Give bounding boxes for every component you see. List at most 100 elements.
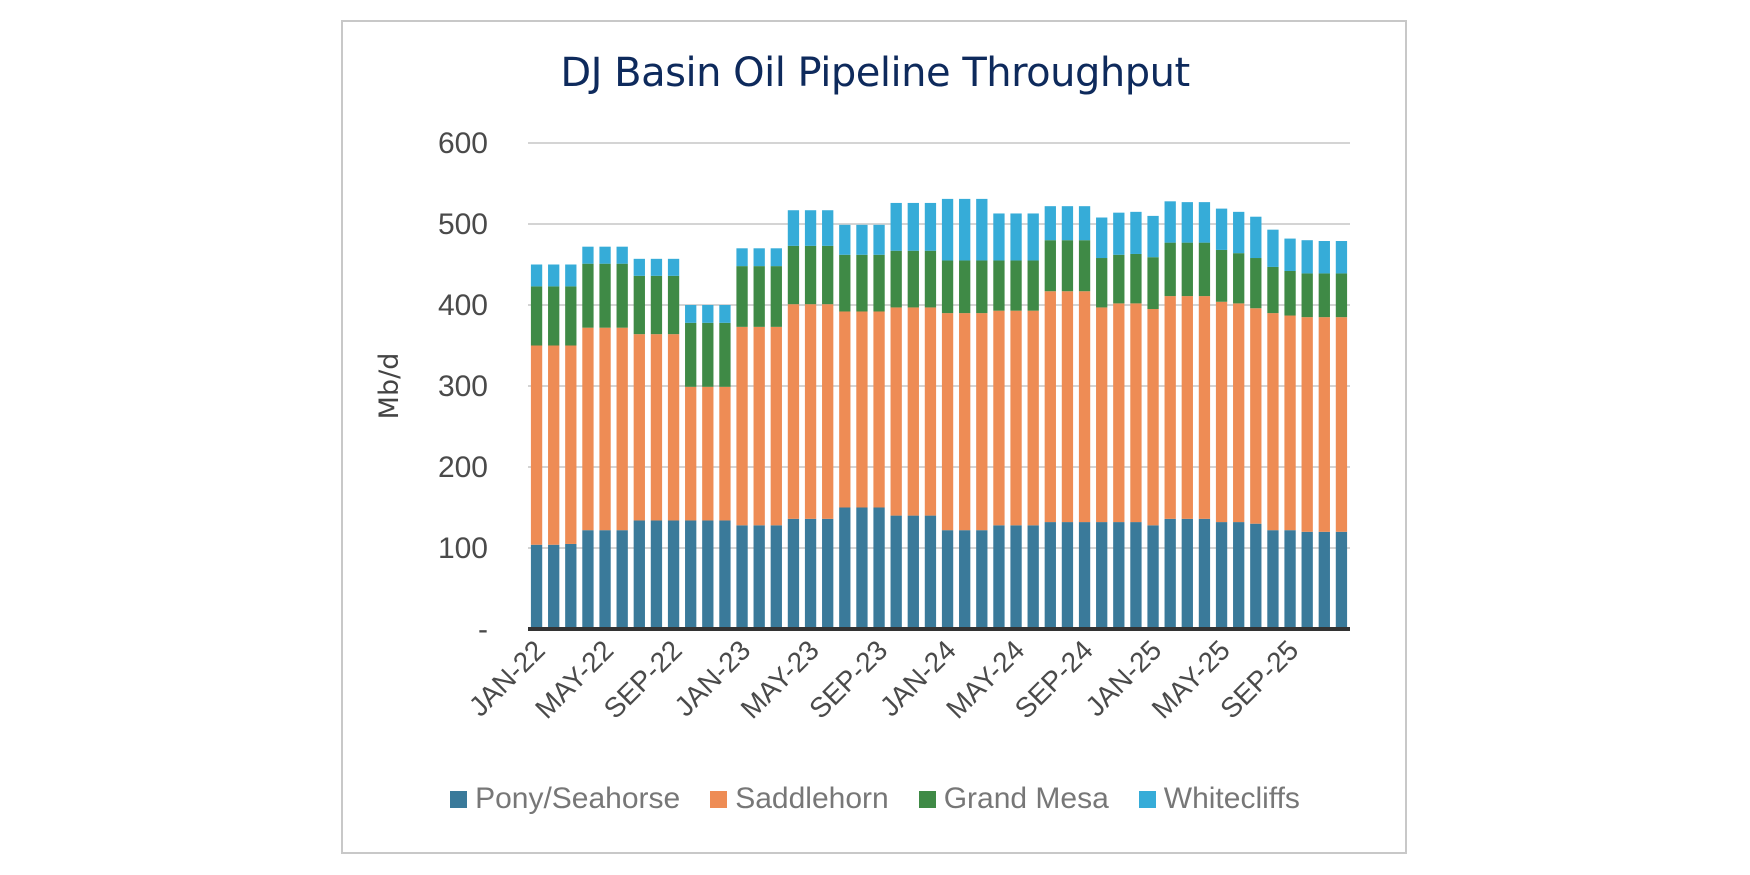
bar-segment [941, 530, 954, 629]
bar-segment [1147, 215, 1159, 258]
bar-segment [582, 327, 594, 531]
bar-segment [667, 520, 680, 629]
bar-segment [890, 307, 902, 516]
bar-segment [822, 245, 834, 305]
bar-segment [616, 327, 628, 531]
y-tick-label: 300 [438, 370, 488, 403]
bar-segment [1164, 296, 1176, 519]
bar-segment [702, 305, 714, 323]
bar-segment [530, 286, 543, 346]
bar-segment [839, 224, 851, 255]
bar-segment [1267, 229, 1279, 267]
bar-segment [1113, 303, 1125, 523]
y-tick-label: 400 [438, 289, 488, 322]
bar-segment [1181, 296, 1193, 519]
bar-segment [582, 263, 594, 328]
bar-segment [1044, 206, 1056, 241]
x-tick-label: SEP-23 [803, 634, 893, 724]
bar-segment [822, 304, 834, 519]
bar-segment [1061, 522, 1074, 629]
bar-segment [1096, 307, 1108, 523]
bar-segment [565, 543, 577, 629]
bar-segment [616, 246, 628, 264]
bar-segment [1267, 266, 1279, 314]
bar-segment [1164, 242, 1176, 297]
bar-segment [1181, 202, 1193, 243]
bar-segment [719, 386, 731, 521]
bar-segment [804, 518, 817, 629]
bar-segment [599, 530, 611, 629]
bar-segment [959, 313, 971, 531]
bar-segment [822, 210, 834, 246]
bar-segment [873, 507, 885, 629]
bar-segment [1335, 273, 1348, 318]
bar-segment [1147, 257, 1159, 310]
bar-segment [753, 326, 765, 526]
bar-segment [1147, 309, 1159, 526]
bar-segment [1233, 522, 1245, 629]
bar-segment [1113, 254, 1125, 304]
bar-segment [1267, 530, 1279, 629]
bar-segment [1061, 240, 1074, 292]
bar-segment [667, 258, 680, 276]
legend-label: Grand Mesa [943, 782, 1109, 815]
bar-segment [1284, 238, 1296, 271]
bar-segment [1335, 531, 1348, 629]
bar-segment [873, 224, 885, 255]
bar-segment [1130, 522, 1142, 629]
bar-segment [1113, 212, 1125, 255]
legend-item: Grand Mesa [918, 782, 1109, 816]
bar-segment [702, 386, 714, 521]
bar-segment [1233, 211, 1245, 254]
bar-segment [890, 515, 902, 629]
bar-segment [633, 334, 645, 521]
bar-segment [719, 305, 731, 323]
bar-segment [1027, 213, 1039, 261]
bar-segment [770, 326, 782, 526]
bar-segment [599, 263, 611, 328]
bar-segment [873, 254, 885, 312]
bar-segment [770, 525, 782, 629]
bar-segment [1078, 240, 1091, 292]
bar-segment [719, 520, 731, 629]
bar-segment [787, 304, 800, 519]
bar-segment [1198, 296, 1211, 519]
bar-segment [1130, 211, 1142, 254]
bar-segment [685, 386, 697, 521]
bar-segment [941, 198, 954, 261]
legend-item: Pony/Seahorse [450, 782, 680, 816]
bar-segment [856, 254, 868, 312]
bar-segment [565, 264, 577, 287]
bar-segment [685, 322, 697, 387]
bar-segment [822, 518, 834, 629]
y-axis-title: Mb/d [374, 353, 405, 420]
bar-segment [856, 507, 868, 629]
bar-segment [1267, 313, 1279, 531]
bar-segment [1164, 518, 1176, 629]
bar-segment [873, 311, 885, 508]
bar-segment [548, 264, 560, 287]
bar-segment [976, 313, 988, 531]
bar-segment [753, 266, 765, 327]
bar-segment [993, 310, 1005, 526]
bar-segment [941, 260, 954, 314]
bar-segment [1096, 217, 1108, 259]
bar-segment [633, 275, 645, 335]
bar-segment [770, 266, 782, 327]
bar-segment [633, 258, 645, 276]
bar-segment [1233, 303, 1245, 523]
bar-segment [685, 520, 697, 629]
bar-segment [1318, 241, 1330, 274]
bar-segment [976, 198, 988, 261]
bar-segment [959, 530, 971, 629]
bar-segment [924, 515, 937, 629]
bar-segment [1181, 242, 1193, 297]
legend-swatch [1138, 790, 1156, 808]
bar-segment [736, 248, 748, 267]
bar-segment [959, 198, 971, 261]
y-tick-label: 500 [438, 208, 488, 241]
legend-label: Whitecliffs [1163, 782, 1300, 815]
bar-segment [1096, 522, 1108, 629]
bar-segment [650, 275, 663, 335]
